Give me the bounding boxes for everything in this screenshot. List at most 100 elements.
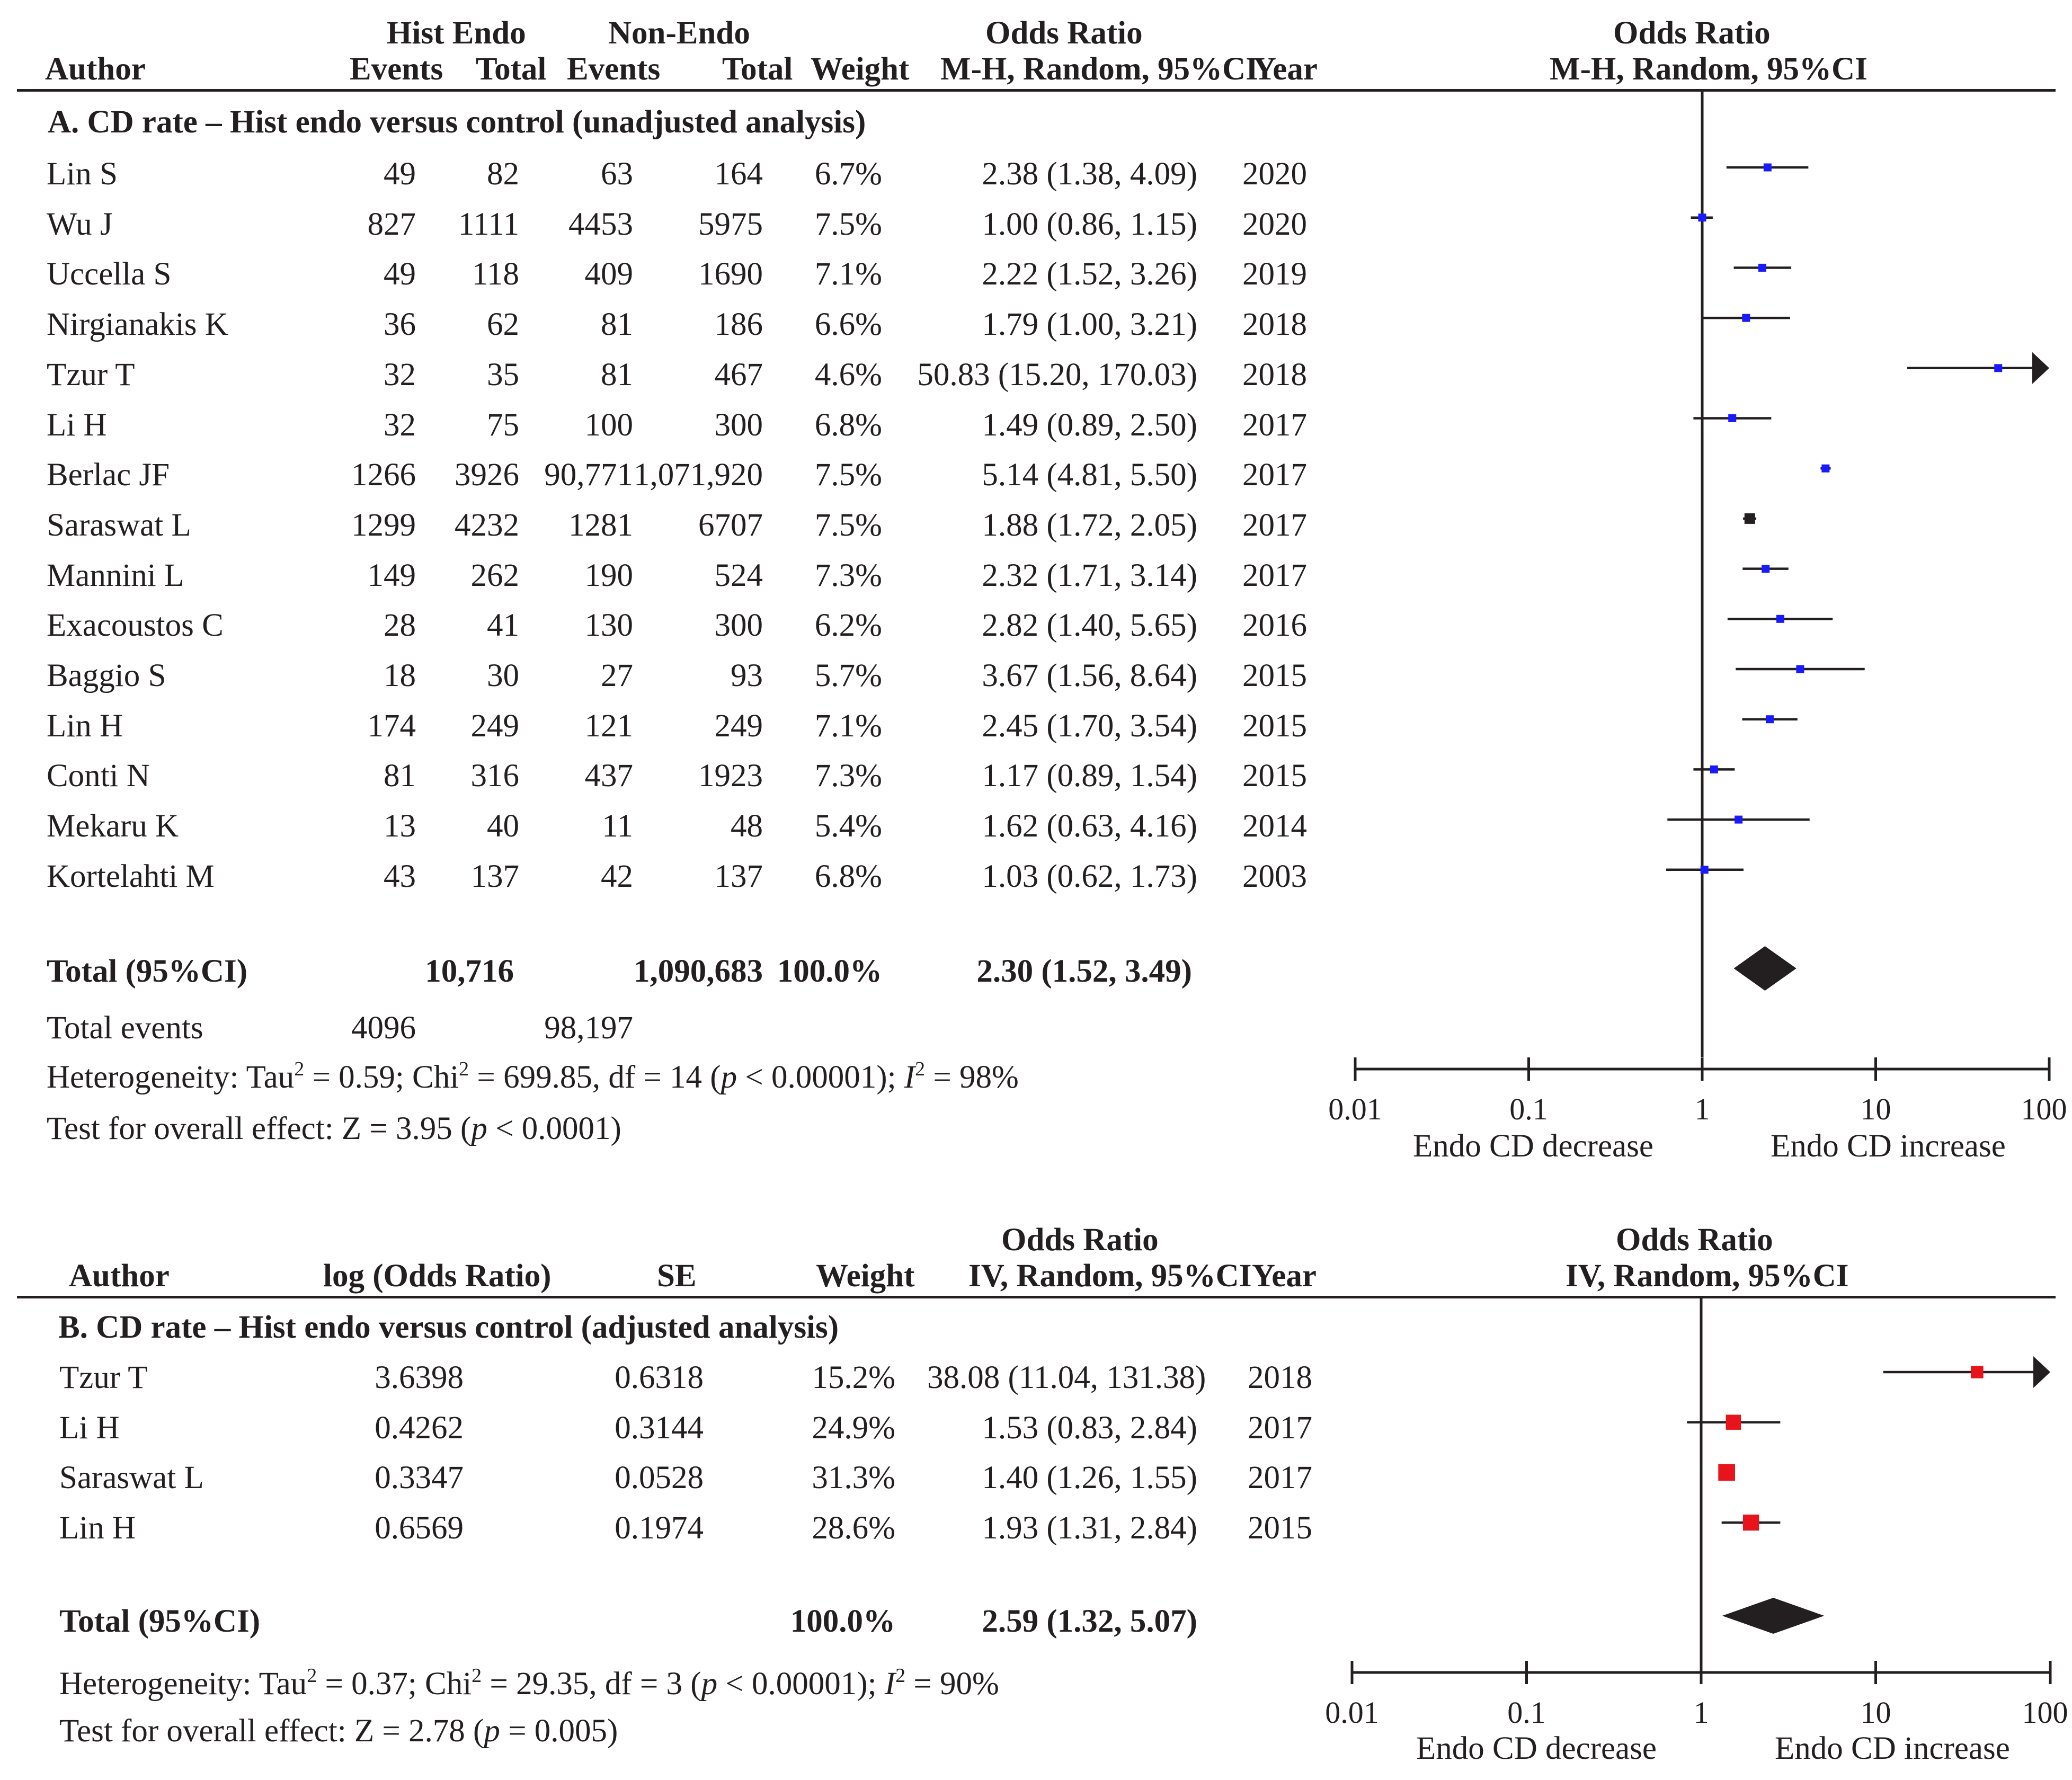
a-row-t2: 137: [714, 858, 763, 894]
a-row-weight: 6.8%: [814, 858, 882, 894]
b-axis-tick-label: 10: [1861, 1695, 1891, 1730]
a-row-e1: 13: [384, 808, 416, 844]
b-row-se: 0.6318: [615, 1360, 704, 1395]
a-row-t2: 5975: [698, 206, 763, 242]
a-row-e1: 43: [384, 858, 416, 894]
a-row-t2: 93: [731, 658, 763, 693]
a-row-e1: 149: [367, 557, 416, 593]
a-point-estimate: [1735, 815, 1743, 824]
a-axis-right-label: Endo CD increase: [1771, 1128, 2006, 1164]
a-row-author: Conti N: [47, 758, 150, 794]
b-pooled-diamond: [1722, 1598, 1825, 1634]
b-total-ci: 2.59 (1.32, 5.07): [982, 1604, 1197, 1639]
a-row-t2: 300: [714, 407, 763, 443]
a-row-t1: 30: [487, 658, 519, 693]
a-row-t1: 75: [487, 407, 519, 443]
a-row-t2: 524: [714, 557, 763, 593]
a-row-year: 2017: [1242, 507, 1307, 543]
a-axis-tick-label: 10: [1861, 1092, 1891, 1126]
b-row-se: 0.3144: [615, 1410, 704, 1446]
a-row-t1: 3926: [455, 457, 519, 493]
a-row-e2: 121: [584, 708, 634, 744]
a-row-ci: 1.17 (0.89, 1.54): [982, 758, 1197, 794]
a-row-weight: 6.2%: [814, 608, 882, 644]
b-row-year: 2015: [1248, 1510, 1312, 1546]
a-row-weight: 5.7%: [814, 658, 882, 693]
b-header-se: SE: [657, 1258, 697, 1294]
a-row-t2: 6707: [698, 507, 763, 543]
a-axis-tick-label: 0.01: [1328, 1092, 1382, 1126]
a-row-e2: 190: [584, 557, 634, 593]
b-point-estimate: [1742, 1514, 1759, 1531]
a-row-year: 2003: [1242, 858, 1307, 894]
a-row-ci: 1.62 (0.63, 4.16): [982, 808, 1197, 844]
a-row-e1: 827: [367, 206, 416, 242]
b-row-author: Lin H: [59, 1510, 136, 1546]
a-row-year: 2015: [1242, 758, 1307, 794]
a-row-e1: 1266: [351, 457, 416, 493]
a-row-author: Kortelahti M: [47, 858, 215, 894]
a-section-title: A. CD rate – Hist endo versus control (u…: [48, 104, 866, 140]
a-total-t2: 1,090,683: [634, 954, 763, 989]
a-row-year: 2017: [1242, 457, 1307, 493]
a-row-t1: 62: [487, 307, 519, 343]
a-row-t1: 82: [487, 156, 519, 192]
a-row-weight: 7.1%: [814, 708, 882, 744]
b-header-or-method: IV, Random, 95%CI: [968, 1258, 1252, 1294]
a-row-author: Exacoustos C: [47, 608, 224, 644]
a-header-year: Year: [1253, 51, 1318, 87]
a-row-e1: 32: [384, 357, 416, 393]
a-row-year: 2015: [1242, 708, 1307, 744]
b-point-estimate: [1726, 1414, 1741, 1430]
b-row-weight: 31.3%: [812, 1460, 895, 1496]
a-row-ci: 1.49 (0.89, 2.50): [982, 407, 1197, 443]
a-row-t1: 35: [487, 357, 519, 393]
a-row-weight: 6.6%: [814, 307, 882, 343]
a-row-e1: 174: [367, 708, 416, 744]
a-row-e2: 90,771: [544, 457, 633, 493]
a-row-e2: 27: [601, 658, 633, 693]
a-point-estimate: [1710, 765, 1718, 773]
a-point-estimate: [1776, 615, 1784, 623]
a-row-year: 2020: [1242, 206, 1307, 242]
a-row-t1: 1111: [458, 206, 519, 242]
a-total-events-e2: 98,197: [544, 1010, 633, 1046]
a-row-e2: 100: [584, 407, 634, 443]
a-row-weight: 7.1%: [814, 256, 882, 292]
a-header-events2: Events: [567, 51, 661, 87]
a-row-author: Li H: [47, 407, 107, 443]
b-row-weight: 28.6%: [812, 1510, 895, 1546]
a-point-estimate: [1762, 565, 1770, 573]
a-row-t1: 137: [470, 858, 520, 894]
b-row-author: Li H: [59, 1410, 120, 1446]
b-section-title: B. CD rate – Hist endo versus control (a…: [58, 1310, 839, 1345]
a-row-e1: 32: [384, 407, 416, 443]
a-row-t2: 300: [714, 608, 763, 644]
a-row-weight: 7.5%: [814, 507, 882, 543]
a-header-group2: Non-Endo: [608, 15, 750, 51]
b-axis-tick-label: 100: [2022, 1695, 2068, 1730]
a-row-weight: 7.3%: [814, 557, 882, 593]
a-row-t1: 41: [487, 608, 519, 644]
a-point-estimate: [1742, 314, 1750, 322]
a-row-t2: 186: [714, 307, 763, 343]
a-point-estimate: [1763, 163, 1772, 172]
a-row-e2: 11: [602, 808, 633, 844]
b-row-year: 2018: [1248, 1360, 1312, 1395]
b-row-se: 0.0528: [615, 1460, 704, 1496]
a-total-label: Total (95%CI): [47, 954, 248, 989]
b-row-logor: 0.6569: [375, 1510, 464, 1546]
a-row-e2: 81: [601, 357, 633, 393]
a-row-t2: 164: [714, 156, 763, 192]
a-row-year: 2020: [1242, 156, 1307, 192]
a-forest-header-method: M-H, Random, 95%CI: [1550, 51, 1868, 87]
a-row-e2: 4453: [568, 206, 633, 242]
b-row-se: 0.1974: [615, 1510, 704, 1546]
a-point-estimate: [1796, 665, 1804, 673]
a-total-t1: 10,716: [425, 954, 514, 989]
a-header-or-title: Odds Ratio: [985, 15, 1143, 51]
a-row-t1: 4232: [455, 507, 519, 543]
a-row-ci: 3.67 (1.56, 8.64): [982, 658, 1197, 693]
b-row-weight: 15.2%: [812, 1360, 895, 1395]
a-row-author: Saraswat L: [47, 507, 191, 543]
